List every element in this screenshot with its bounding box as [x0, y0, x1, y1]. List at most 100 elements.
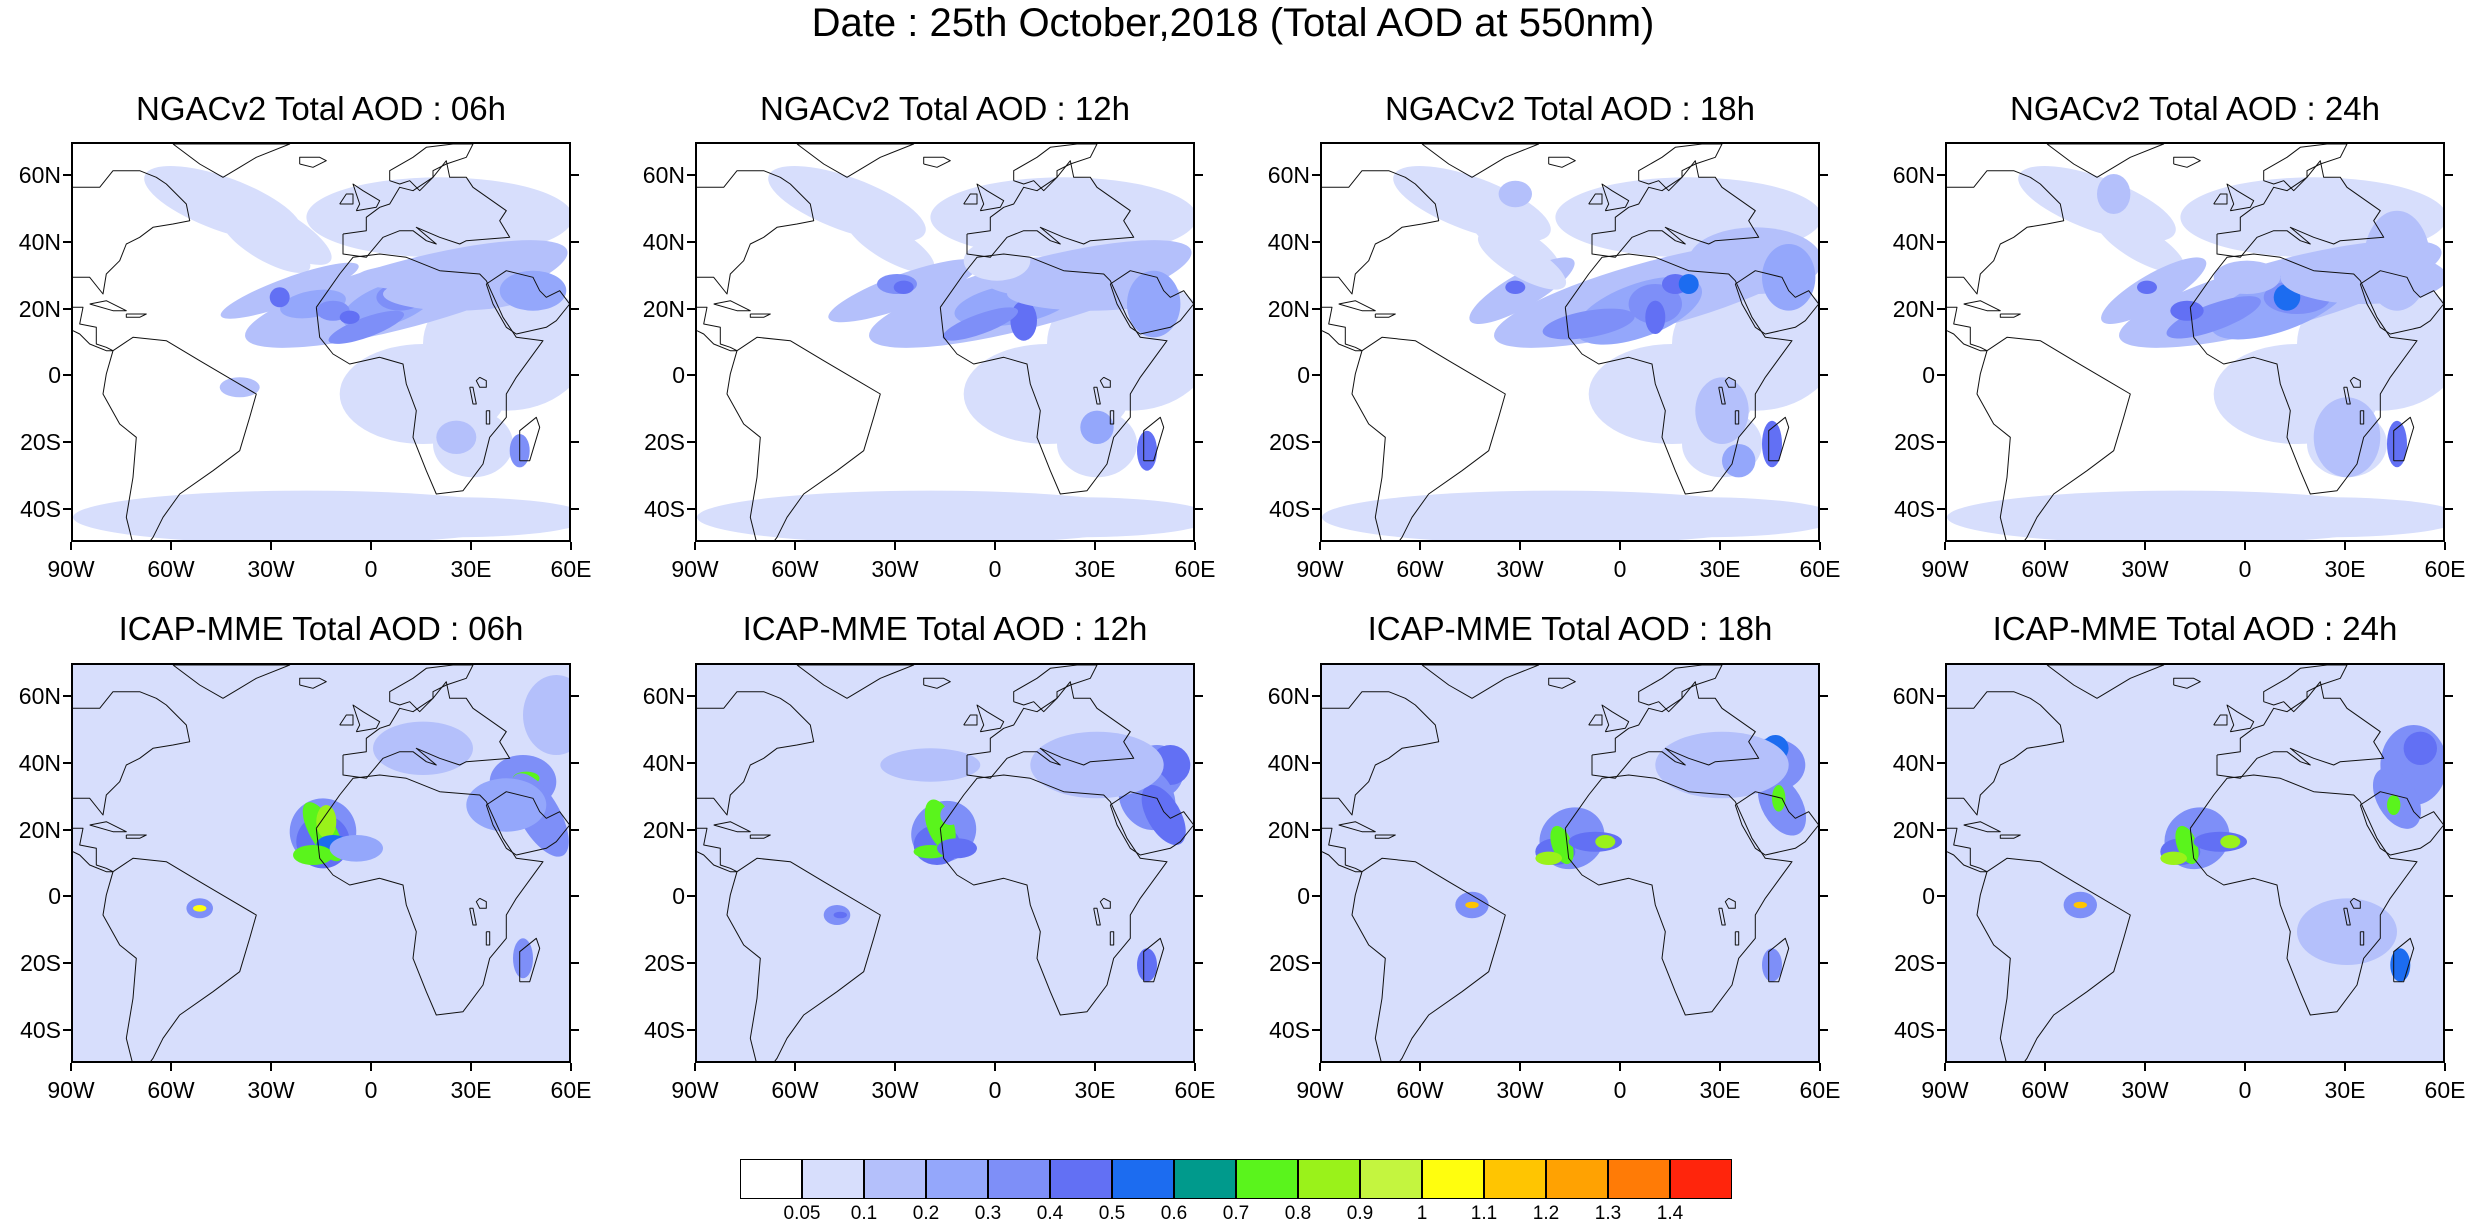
- lon-tick-mark: [70, 1063, 72, 1071]
- lon-tick-mark: [2344, 1063, 2346, 1071]
- aod-contour: [2213, 260, 2281, 294]
- colorbar-swatch: [1484, 1159, 1546, 1199]
- lon-tick-mark: [1094, 1063, 1096, 1071]
- lat-tick-mark: [63, 241, 71, 243]
- lon-tick-mark: [1419, 1063, 1421, 1071]
- lon-tick-mark: [1719, 1063, 1721, 1071]
- lat-tick-mark: [1312, 695, 1320, 698]
- coastline: [1109, 931, 1115, 946]
- lat-tick-mark: [571, 962, 579, 964]
- colorbar-label: 0.9: [1346, 1203, 1374, 1224]
- colorbar-label: 1.3: [1594, 1203, 1622, 1224]
- aod-contour: [1393, 166, 1551, 242]
- coastline: [713, 300, 751, 312]
- coastline: [2216, 160, 2385, 258]
- coastlines: [73, 665, 569, 1061]
- aod-contour: [293, 845, 333, 865]
- coastline: [1109, 410, 1115, 425]
- lon-tick-label: 0: [988, 556, 1002, 582]
- lat-tick-mark: [1195, 241, 1203, 243]
- lat-tick-mark: [63, 441, 71, 443]
- lon-tick-mark: [270, 542, 272, 550]
- colorbar-label: 1.1: [1470, 1203, 1498, 1224]
- aod-contour: [1010, 300, 1037, 341]
- coastline: [2213, 714, 2228, 726]
- map-panel: [1945, 663, 2445, 1063]
- lat-tick-label: 20S: [644, 429, 685, 455]
- coastline: [1724, 376, 1736, 388]
- lon-tick-label: 30E: [450, 1077, 492, 1103]
- lon-tick-mark: [994, 542, 996, 550]
- panel-title: ICAP-MME Total AOD : 06h: [118, 610, 524, 647]
- lat-tick-label: 0: [1297, 883, 1310, 910]
- aod-contour: [846, 215, 935, 273]
- lon-tick-mark: [70, 542, 72, 550]
- aod-contour: [2387, 420, 2407, 468]
- aod-contour: [323, 497, 569, 538]
- coastline: [963, 714, 978, 726]
- aod-contour: [1655, 731, 1789, 799]
- lon-tick-mark: [2244, 1063, 2246, 1071]
- lat-tick-mark: [1312, 507, 1320, 510]
- aod-contour: [1695, 377, 1749, 444]
- aod-contour: [930, 177, 1193, 258]
- lon-tick-mark: [1419, 542, 1421, 550]
- coastline: [485, 410, 491, 425]
- map-panel: [71, 663, 571, 1063]
- aod-contour: [1477, 231, 1567, 290]
- lat-tick-label: 20S: [20, 950, 61, 976]
- coastline: [1601, 704, 1630, 733]
- coastline: [315, 774, 544, 1016]
- lat-tick-mark: [1312, 174, 1320, 177]
- lon-tick-label: 30W: [1496, 1077, 1544, 1103]
- coastline: [2263, 665, 2348, 713]
- aod-contour: [797, 975, 1131, 1055]
- aod-contour: [256, 898, 457, 999]
- lat-tick-mark: [687, 374, 695, 377]
- lat-tick-label: 20N: [18, 295, 61, 322]
- aod-contour: [1722, 444, 1756, 478]
- lat-tick-mark: [1937, 374, 1945, 377]
- lat-tick-label: 40S: [1894, 495, 1935, 522]
- coastlines: [73, 144, 569, 540]
- lat-tick-mark: [687, 307, 695, 310]
- coastline: [726, 336, 881, 540]
- coastline: [73, 306, 114, 352]
- colorbar-label: 0.3: [974, 1203, 1002, 1224]
- coastline: [299, 677, 327, 689]
- lat-tick-label: 20N: [1267, 295, 1310, 322]
- lat-tick-label: 40N: [18, 750, 61, 776]
- lon-tick-label: 60E: [550, 556, 592, 582]
- lon-tick-label: 30W: [1496, 556, 1544, 582]
- lon-tick-label: 60E: [1174, 556, 1216, 582]
- lat-tick-label: 60N: [1267, 162, 1310, 189]
- aod-contour: [1465, 901, 1479, 909]
- lat-tick-label: 60N: [1892, 683, 1935, 710]
- map-panel: [1945, 142, 2445, 542]
- lat-tick-mark: [1820, 374, 1828, 377]
- coastline: [1099, 897, 1111, 909]
- aod-contour: [1505, 280, 1526, 294]
- lon-tick-mark: [2444, 1063, 2446, 1071]
- lat-tick-mark: [571, 174, 579, 177]
- lat-tick-label: 20S: [1269, 950, 1310, 976]
- lat-tick-label: 20S: [1269, 429, 1310, 455]
- colorbar-label: 1.4: [1656, 1203, 1684, 1224]
- lon-tick-mark: [1094, 542, 1096, 550]
- aod-contour: [1542, 308, 1635, 340]
- lat-tick-mark: [1937, 507, 1945, 510]
- coastline: [1588, 714, 1603, 726]
- lon-tick-mark: [694, 542, 696, 550]
- lat-tick-mark: [687, 962, 695, 964]
- coastline: [2349, 897, 2361, 909]
- aod-contour: [466, 778, 547, 832]
- lat-tick-mark: [1195, 762, 1203, 764]
- aod-contour: [2166, 296, 2261, 339]
- coastline: [1109, 791, 1193, 856]
- lon-tick-label: 60W: [771, 556, 819, 582]
- map-panel: [71, 142, 571, 542]
- lat-tick-mark: [687, 174, 695, 177]
- aod-contour: [1080, 410, 1114, 444]
- coastline: [2046, 665, 2165, 699]
- coastline: [1591, 160, 1760, 258]
